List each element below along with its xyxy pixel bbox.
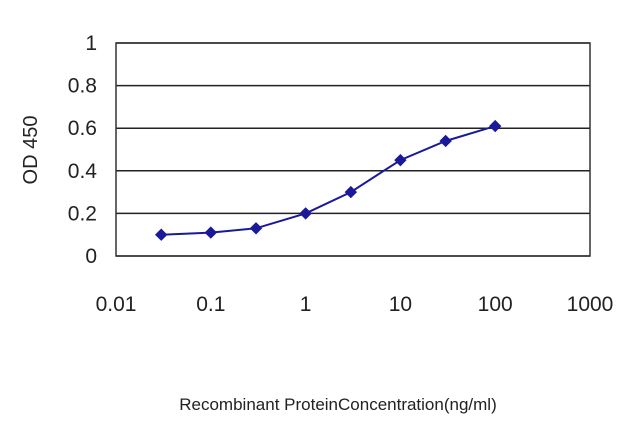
- x-axis-title: Recombinant ProteinConcentration(ng/ml): [179, 395, 497, 414]
- x-tick-label-4: 100: [478, 293, 513, 316]
- data-point-7: [488, 119, 502, 133]
- data-point-3: [299, 207, 312, 220]
- y-tick-label-1: 0.2: [68, 202, 97, 225]
- x-tick-label-2: 1: [300, 293, 312, 316]
- y-tick-label-5: 1: [85, 32, 97, 55]
- x-tick-labels: 0.01 0.1 1 10 100 1000: [96, 293, 614, 316]
- series-group: [155, 119, 502, 241]
- data-point-1: [204, 226, 218, 239]
- data-point-4: [344, 185, 358, 199]
- data-point-0: [155, 228, 168, 241]
- x-tick-label-3: 10: [389, 293, 412, 316]
- data-point-5: [394, 153, 407, 167]
- y-axis-title: OD 450: [20, 116, 42, 185]
- grid: [116, 42, 590, 257]
- x-tick-label-1: 0.1: [196, 293, 225, 316]
- data-point-2: [249, 222, 263, 235]
- series-line-0: [161, 125, 496, 236]
- x-tick-label-0: 0.01: [96, 293, 137, 316]
- y-tick-label-4: 0.8: [68, 75, 97, 98]
- y-tick-label-0: 0: [85, 245, 97, 268]
- y-tick-label-3: 0.6: [68, 117, 97, 140]
- x-tick-label-5: 1000: [567, 293, 614, 316]
- data-point-6: [439, 134, 452, 148]
- y-tick-label-2: 0.4: [68, 160, 98, 183]
- y-tick-labels: 0 0.2 0.4 0.6 0.8 1: [68, 32, 98, 268]
- plot-frame: [115, 42, 591, 257]
